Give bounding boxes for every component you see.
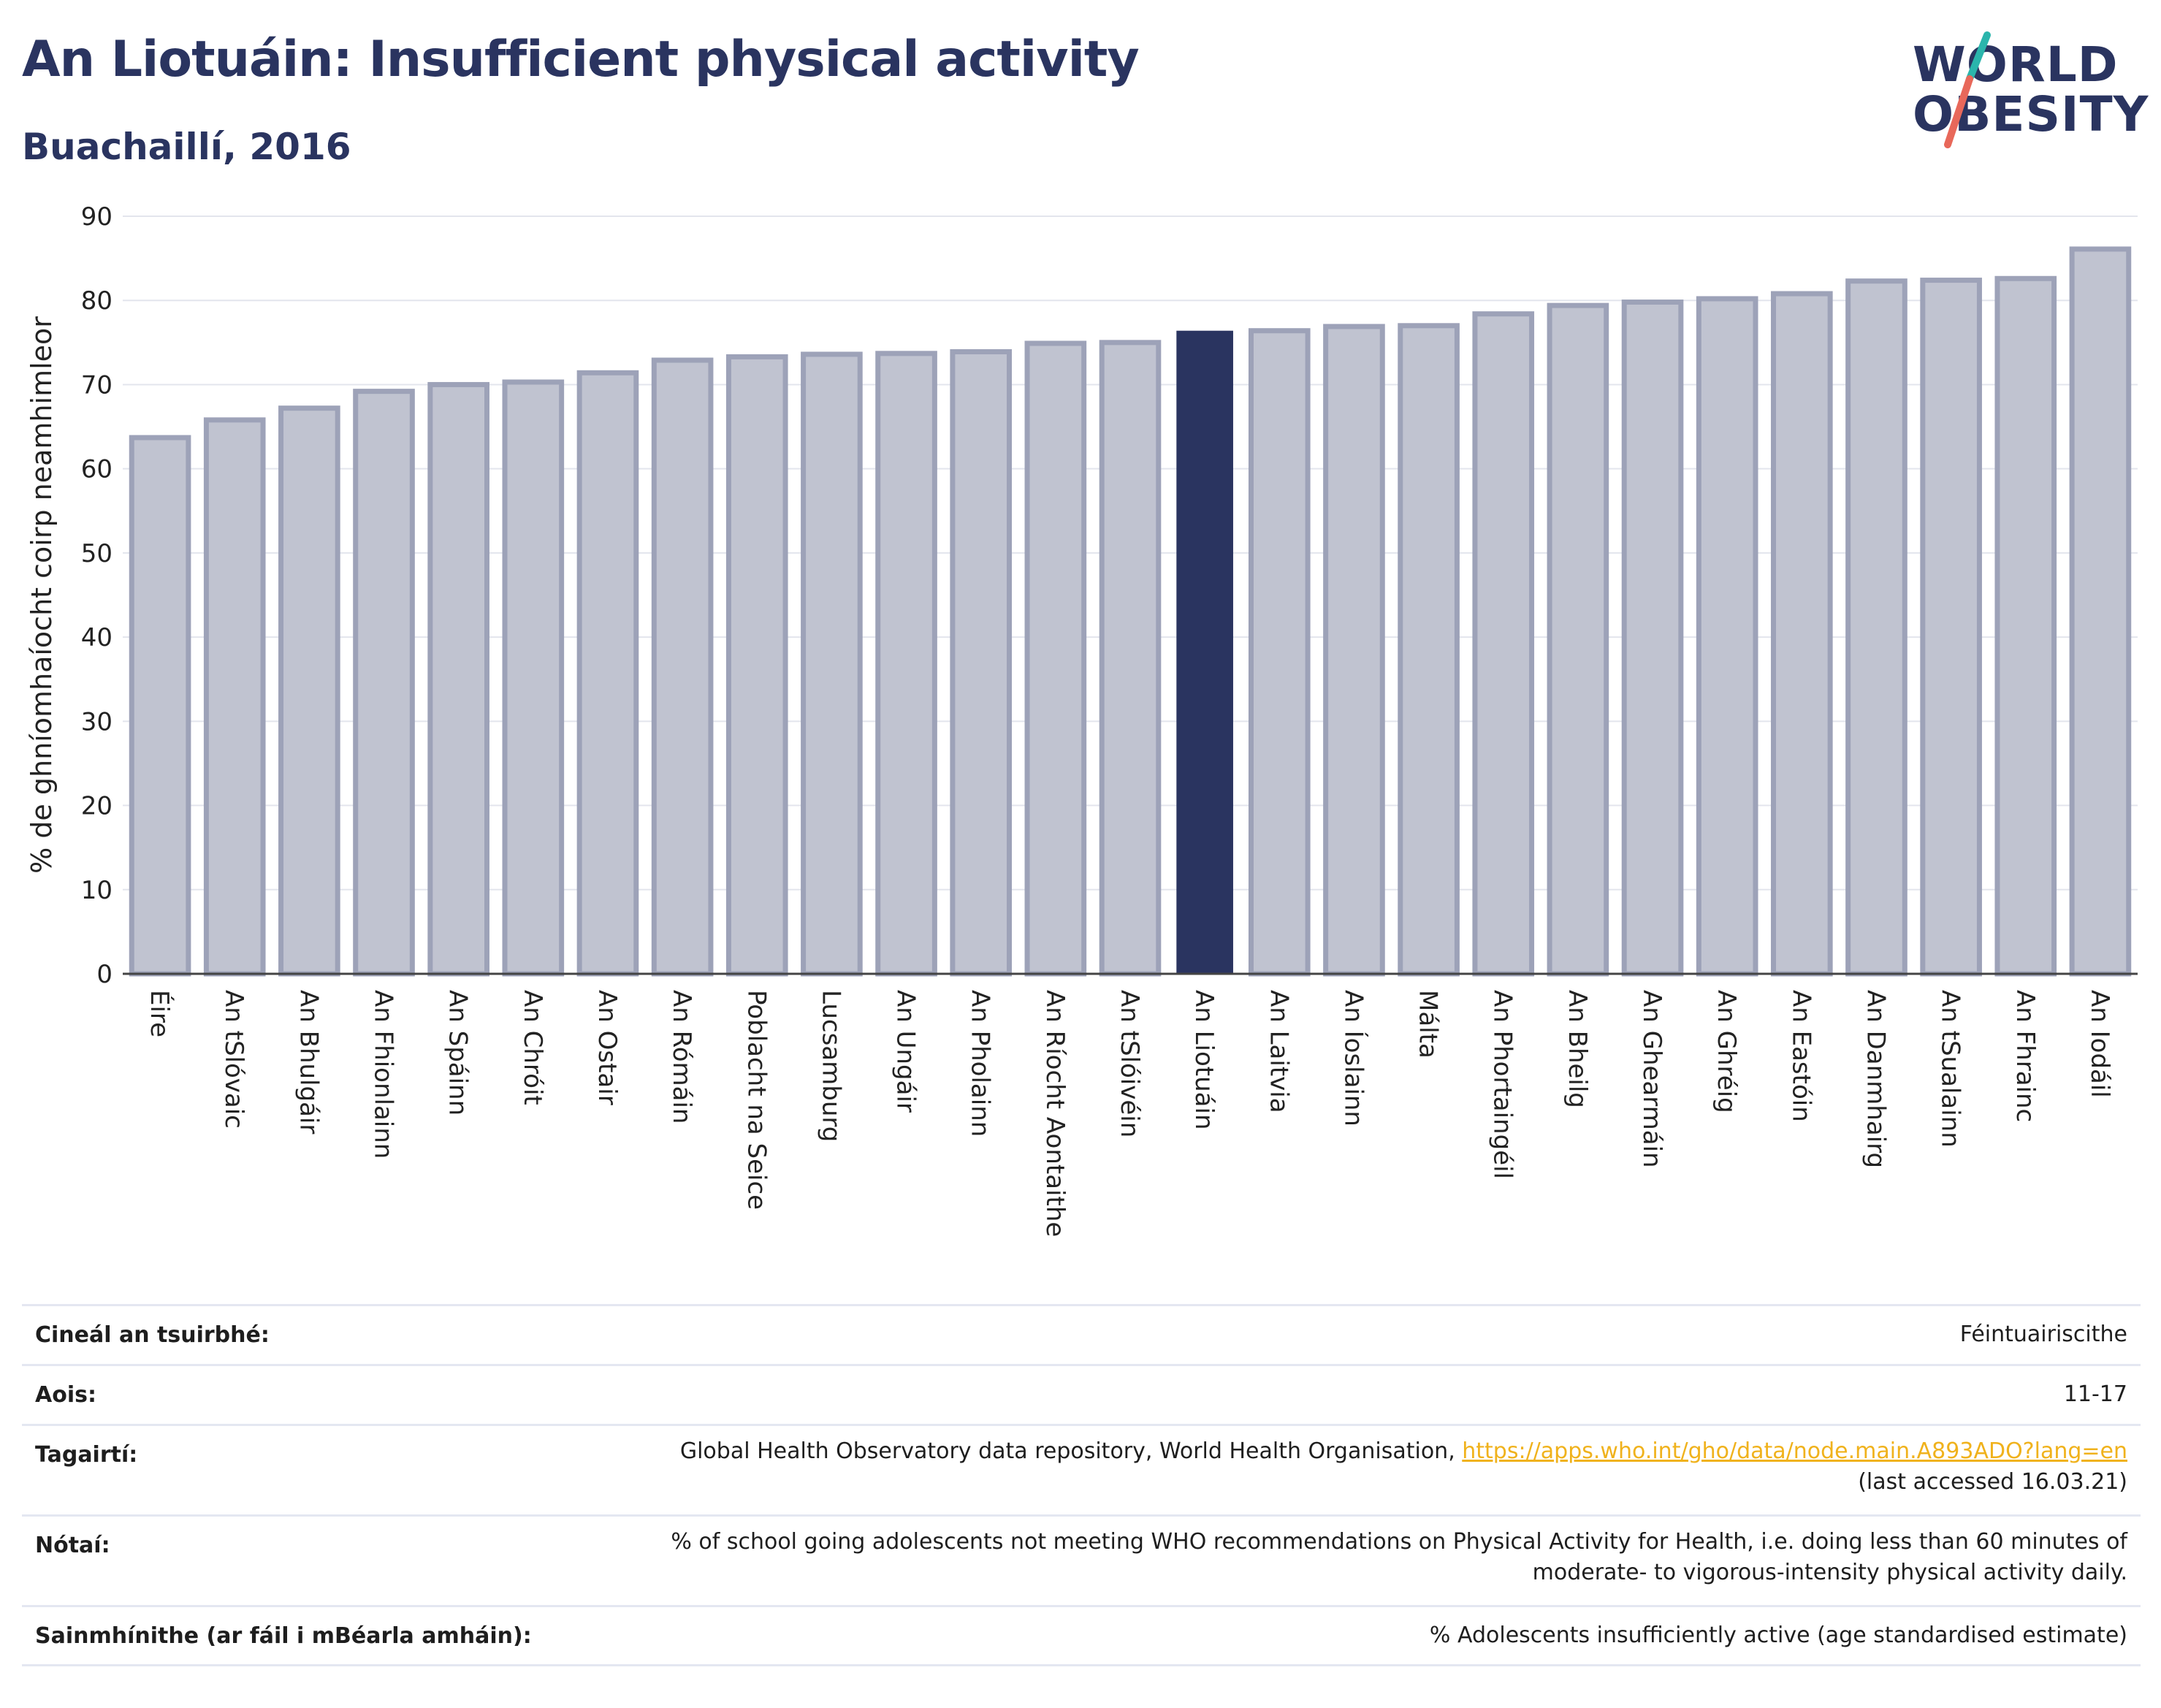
page-title: An Liotuáin: Insufficient physical activ… (22, 31, 1140, 88)
y-tick-label: 30 (81, 707, 113, 736)
info-row-references: Tagairtí: Global Health Observatory data… (22, 1424, 2141, 1514)
info-row-age: Aois: 11-17 (22, 1364, 2141, 1424)
x-tick-label: An Fhionlainn (369, 990, 398, 1159)
x-tick-label: An Liotuáin (1189, 990, 1219, 1130)
y-tick-label: 40 (81, 623, 113, 652)
reference-link[interactable]: https://apps.who.int/gho/data/node.main.… (1462, 1438, 2127, 1464)
x-tick-label: An Ostair (592, 990, 622, 1105)
bar (203, 417, 266, 977)
x-tick-label: An Bhulgáir (294, 990, 323, 1134)
bar (1099, 340, 1162, 977)
bar (1771, 291, 1833, 977)
x-tick-label: An Laitvia (1264, 990, 1293, 1113)
x-tick-label: An Phortaingéil (1488, 990, 1517, 1179)
bar (651, 357, 714, 977)
bar (801, 351, 863, 977)
y-tick-label: 90 (81, 202, 113, 232)
bar (1920, 278, 1982, 977)
bar (353, 389, 415, 977)
info-label-notes: Nótaí: (35, 1533, 110, 1558)
x-tick-label: An tSlóvaic (219, 990, 248, 1129)
reference-accessed: (last accessed 16.03.21) (1858, 1469, 2127, 1495)
bar (1547, 302, 1609, 977)
info-table: Cineál an tsuirbhé: Féintuairiscithe Aoi… (22, 1304, 2141, 1666)
world-obesity-logo: WORLD OBESITY (1899, 22, 2148, 153)
info-row-definitions: Sainmhínithe (ar fáil i mBéarla amháin):… (22, 1605, 2141, 1666)
info-value-notes: % of school going adolescents not meetin… (671, 1527, 2127, 1588)
bar (502, 379, 565, 977)
bar (1472, 311, 1535, 977)
y-tick-label: 50 (81, 539, 113, 568)
x-tick-label: Éire (145, 990, 175, 1037)
bar (1696, 296, 1758, 977)
x-tick-label: An Fhrainc (2011, 990, 2040, 1122)
x-tick-label: An Bheilg (1563, 990, 1592, 1108)
x-tick-label: An Danmhairg (1861, 990, 1890, 1168)
bar (1621, 300, 1684, 977)
x-tick-label: An Spáinn (443, 990, 473, 1116)
notes-line-2: moderate- to vigorous-intensity physical… (1532, 1560, 2127, 1585)
logo-slash-icon (1944, 31, 1991, 148)
logo-word-world: WORLD (1913, 37, 2119, 93)
bar (1024, 340, 1087, 977)
bar (576, 370, 639, 977)
bar (427, 381, 489, 977)
x-tick-label: An Chróit (518, 990, 547, 1105)
y-axis-label: % de ghníomhaíocht coirp neamhimleor (26, 316, 58, 874)
notes-line-1: % of school going adolescents not meetin… (671, 1529, 2127, 1555)
info-label-age: Aois: (35, 1382, 96, 1408)
y-tick-label: 60 (81, 455, 113, 484)
bar-highlighted (1176, 330, 1233, 974)
info-value-definitions: % Adolescents insufficiently active (age… (1429, 1623, 2127, 1648)
y-tick-label: 10 (81, 876, 113, 905)
bar (950, 349, 1013, 977)
y-tick-label: 0 (96, 960, 113, 989)
bar (1323, 324, 1385, 977)
info-value-age: 11-17 (2063, 1381, 2127, 1407)
bar (1248, 328, 1311, 977)
bar (1994, 275, 2057, 977)
bar (129, 435, 191, 977)
x-tick-label: An Iodáil (2085, 990, 2114, 1098)
bar-chart: 0 10 20 30 40 50 60 70 80 90 % de ghníomhaíocht co… (26, 202, 2138, 1237)
x-tick-label: An Ríocht Aontaithe (1040, 990, 1070, 1237)
x-tick-label: Málta (1414, 990, 1443, 1059)
x-tick-label: Poblacht na Seice (742, 990, 771, 1210)
bar (1398, 323, 1460, 977)
y-tick-label: 70 (81, 370, 113, 400)
info-label-survey-type: Cineál an tsuirbhé: (35, 1322, 270, 1348)
info-value-references: Global Health Observatory data repositor… (680, 1436, 2127, 1498)
bar (1845, 278, 1907, 977)
x-tick-label: An tSualainn (1936, 990, 1965, 1148)
x-tick-label: An Rómáin (667, 990, 696, 1124)
bar (2069, 246, 2132, 977)
x-tick-label: An Pholainn (966, 990, 995, 1137)
x-tick-label: Lucsamburg (816, 990, 845, 1142)
info-value-survey-type: Féintuairiscithe (1959, 1322, 2127, 1347)
x-tick-label: An Ghréig (1712, 990, 1741, 1113)
x-tick-label: An Íoslainn (1338, 990, 1368, 1126)
info-row-survey-type: Cineál an tsuirbhé: Féintuairiscithe (22, 1304, 2141, 1364)
x-tick-label: An tSlóivéin (1115, 990, 1144, 1137)
bar (875, 351, 937, 977)
reference-text: Global Health Observatory data repositor… (679, 1438, 1463, 1464)
x-tick-label: An Eastóin (1786, 990, 1815, 1122)
bar (278, 405, 340, 977)
info-row-notes: Nótaí: % of school going adolescents not… (22, 1514, 2141, 1605)
page-subtitle: Buachaillí, 2016 (22, 126, 351, 168)
x-tick-label: An Ghearmáin (1637, 990, 1666, 1168)
info-label-references: Tagairtí: (35, 1442, 138, 1468)
info-label-definitions: Sainmhínithe (ar fáil i mBéarla amháin): (35, 1623, 532, 1649)
bar (725, 354, 788, 977)
x-tick-label: An Ungáir (891, 990, 921, 1113)
y-tick-label: 80 (81, 286, 113, 316)
y-tick-label: 20 (81, 792, 113, 821)
